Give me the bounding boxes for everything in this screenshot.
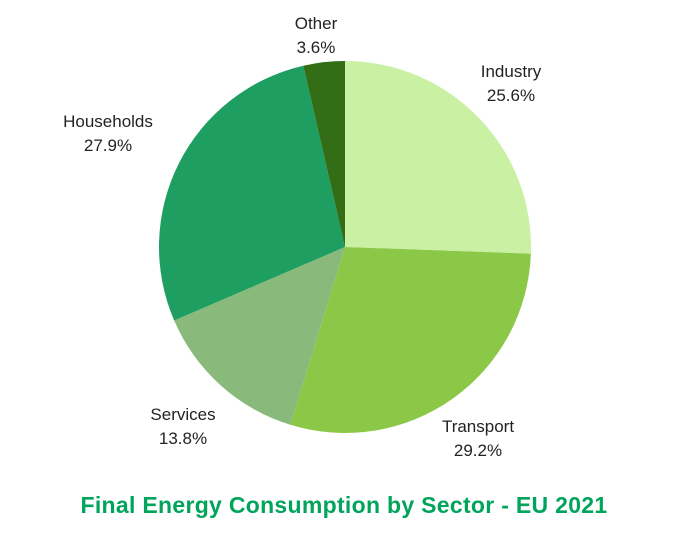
slice-label-industry-pct: 25.6% bbox=[486, 86, 536, 106]
slice-label-households: Households 27.9% bbox=[63, 110, 153, 158]
slice-label-transport: Transport 29.2% bbox=[442, 415, 514, 463]
slice-label-households-pct: 27.9% bbox=[83, 136, 133, 156]
chart-title: Final Energy Consumption by Sector - EU … bbox=[80, 492, 608, 518]
slice-label-industry-name: Industry bbox=[480, 62, 542, 81]
slice-label-transport-name: Transport bbox=[441, 417, 515, 436]
slice-label-other: Other 3.6% bbox=[295, 12, 338, 60]
slice-label-transport-pct: 29.2% bbox=[453, 441, 503, 461]
slice-label-industry: Industry 25.6% bbox=[481, 60, 541, 108]
pie-slice-services bbox=[174, 247, 345, 425]
slice-label-other-name: Other bbox=[294, 14, 338, 33]
pie-slice-transport bbox=[290, 247, 531, 433]
slice-label-services: Services 13.8% bbox=[150, 403, 215, 451]
pie-slice-households bbox=[158, 65, 345, 321]
pie bbox=[158, 61, 532, 433]
slice-label-households-name: Households bbox=[63, 112, 153, 131]
slice-label-services-name: Services bbox=[150, 405, 216, 424]
slice-label-services-pct: 13.8% bbox=[158, 429, 208, 449]
pie-slice-other bbox=[303, 61, 345, 247]
pie-slice-industry bbox=[345, 61, 532, 254]
slice-label-other-pct: 3.6% bbox=[296, 38, 336, 58]
